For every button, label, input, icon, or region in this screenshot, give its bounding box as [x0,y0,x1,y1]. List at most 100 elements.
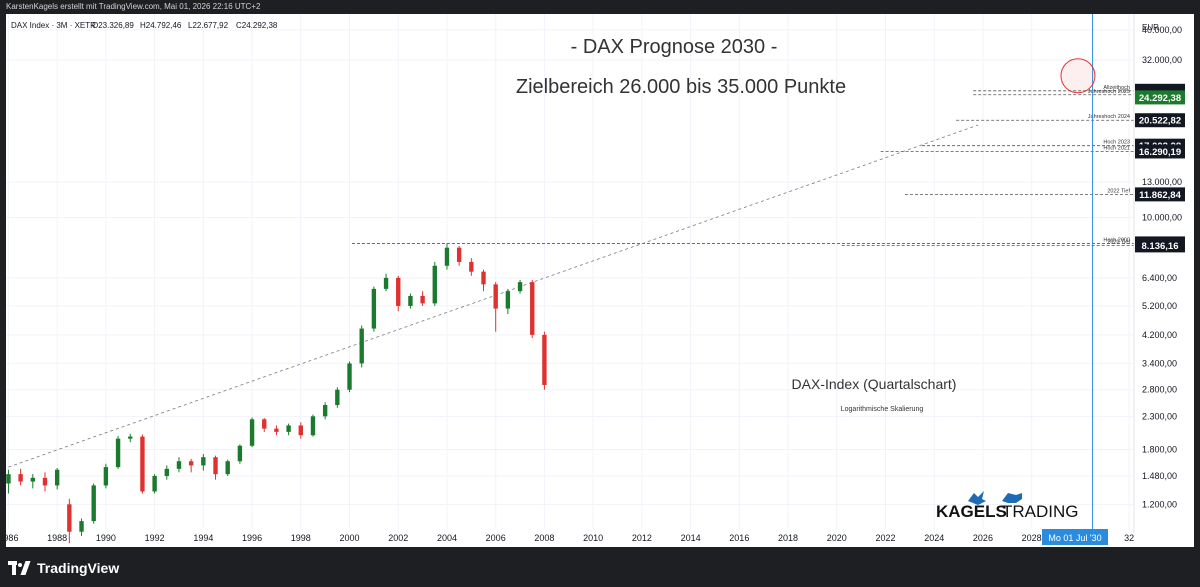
cursor-date-text: Mo 01 Jul '30 [1048,533,1101,543]
price-tick-0: 40.000,00 [1142,25,1182,35]
candle-37 [456,247,462,262]
candle-16 [201,457,206,466]
candle-9 [115,438,121,468]
svg-text:TRADING: TRADING [1002,502,1079,521]
candle-39 [481,271,486,285]
price-label-8: 8.136,16 [1142,241,1179,252]
time-tick-1998: 1998 [291,533,311,543]
level-label-1: Jahreshoch 2025 [1088,89,1130,95]
candle-17 [213,457,218,475]
chart-title: - DAX Prognose 2030 - [571,36,778,58]
candle-35 [432,265,437,304]
level-label-6: Hoch 2000 [1103,237,1130,243]
time-tick-32: 32 [1124,533,1134,543]
candle-38 [469,261,474,272]
price-tick-2: 13.000,00 [1142,177,1182,187]
candle-24 [298,425,303,436]
time-tick-1988: 1988 [47,533,67,543]
price-tick-8: 2.800,00 [1142,385,1177,395]
candle-32 [396,277,401,306]
price-tick-1: 32.000,00 [1142,55,1182,65]
candle-15 [188,461,194,466]
price-label-box-3 [1135,113,1185,128]
price-axis[interactable]: 40.000,00 32.000,00 13.000,00 10.000,00 6.40… [1142,25,1182,509]
legend-close: C24.292,38 [236,21,278,30]
time-tick-2026: 2026 [973,533,993,543]
legend-open: O23.326,89 [92,21,134,30]
time-tick-1994: 1994 [193,533,213,543]
level-label-4: Hoch 2021 [1103,145,1130,151]
candle-5 [67,504,72,532]
candle-34 [420,295,425,304]
candle-6 [79,521,84,532]
tradingview-logo[interactable]: TradingView [8,560,119,576]
currency-label: EUR [1142,23,1159,32]
grid [6,14,1134,529]
time-tick-2000: 2000 [340,533,360,543]
candle-22 [274,428,279,432]
candle-20 [249,419,255,446]
price-tick-4: 6.400,00 [1142,273,1177,283]
time-tick-2018: 2018 [778,533,798,543]
price-label-box-5 [1135,144,1185,159]
price-label-box-2 [1135,90,1185,105]
candle-2 [30,477,35,482]
level-label-3: Hoch 2023 [1103,140,1130,146]
legend-symbol: DAX Index · 3M · XETR [11,21,96,30]
time-tick-2008: 2008 [534,533,554,543]
candle-3 [42,477,48,486]
candle-18 [225,461,230,475]
price-tick-6: 4.200,00 [1142,330,1177,340]
time-tick-1990: 1990 [96,533,116,543]
cursor-date-label: Mo 01 Jul '30 [1042,529,1108,545]
candles [6,243,547,544]
candle-7 [91,485,96,522]
candle-1 [18,474,23,482]
svg-text:KAGELS: KAGELS [936,502,1007,521]
price-tick-11: 1.480,00 [1142,471,1177,481]
price-label-6: 11.862,84 [1139,190,1181,201]
candle-19 [237,445,243,462]
price-tick-7: 3.400,00 [1142,358,1177,368]
chart-annotation: DAX-Index (Quartalschart) [792,376,957,392]
trendline [8,124,979,468]
legend-high: H24.792,46 [140,21,182,30]
level-label-5: 2022 Tief [1107,188,1130,194]
tradingview-brand: TradingView [37,560,120,576]
candle-31 [383,277,389,289]
candle-30 [371,288,377,329]
time-tick-1996: 1996 [242,533,262,543]
level-label-2: Jahreshoch 2024 [1088,114,1130,120]
time-axis[interactable]: 1986 1988 1990 1992 1994 1996 1998 2000 2002 2004… [0,533,1134,543]
target-circle [1060,58,1096,94]
candle-14 [176,461,182,469]
tradingview-footer: TradingView [0,547,1200,587]
price-label-2: 24.292,38 [1139,93,1181,104]
candle-27 [335,389,340,406]
time-tick-2014: 2014 [681,533,701,543]
candle-42 [517,282,523,292]
time-tick-2012: 2012 [632,533,652,543]
candle-8 [103,467,109,486]
tradingview-logo-icon [8,561,31,575]
time-tick-1992: 1992 [145,533,165,543]
level-label-0: Allzeithoch [1103,85,1130,91]
candle-23 [286,425,291,432]
chart-frame[interactable]: Allzeithoch Jahreshoch 2025 Jahreshoch 202… [0,14,1194,547]
price-tick-5: 5.200,00 [1142,301,1177,311]
time-tick-1986: 1986 [6,533,18,543]
price-tick-3: 10.000,00 [1142,212,1182,222]
candle-40 [493,284,498,309]
candle-44 [542,334,547,385]
time-tick-2004: 2004 [437,533,457,543]
chart-subtitle: Zielbereich 26.000 bis 35.000 Punkte [516,76,846,98]
time-tick-2028: 2028 [1022,533,1042,543]
candle-29 [359,328,364,364]
kagels-trading-logo: KAGELS TRADING [936,491,1079,521]
candle-4 [54,469,60,486]
candle-13 [164,468,169,476]
time-tick-2006: 2006 [486,533,506,543]
price-tick-10: 1.800,00 [1142,444,1177,454]
